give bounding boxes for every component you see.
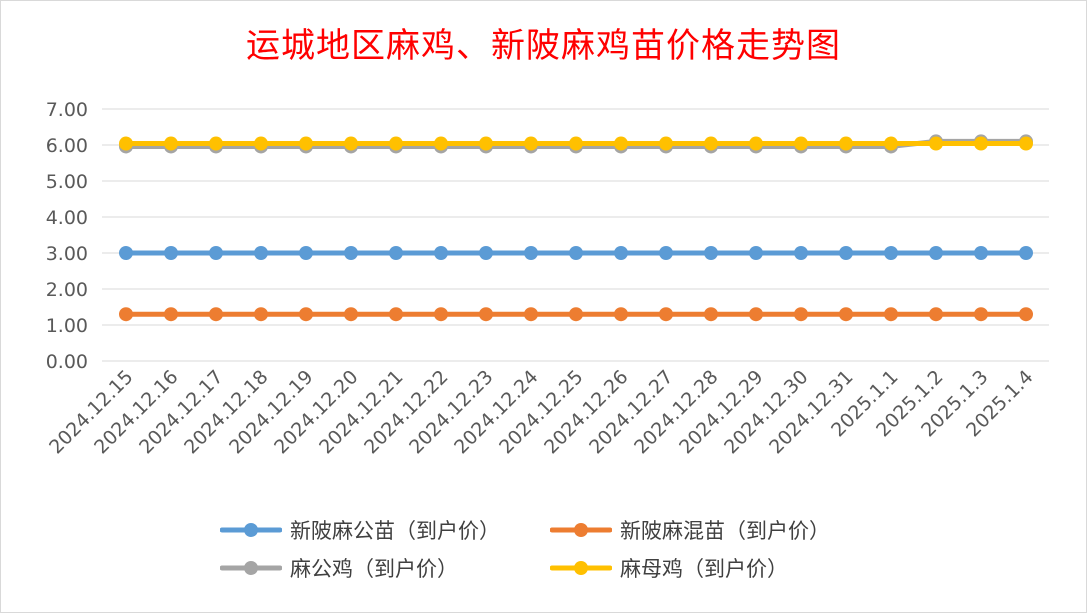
chart-title: 运城地区麻鸡、新陂麻鸡苗价格走势图 <box>246 26 841 66</box>
y-tick-label: 4.00 <box>46 207 88 229</box>
data-point <box>524 246 538 260</box>
data-point <box>164 246 178 260</box>
data-point <box>524 136 538 151</box>
data-point <box>209 246 223 260</box>
data-point <box>659 136 673 151</box>
legend-label: 新陂麻混苗（到户价） <box>620 519 830 543</box>
data-point <box>254 246 268 260</box>
data-point <box>209 307 223 322</box>
legend-item: 麻母鸡（到户价） <box>550 553 788 583</box>
legend-label: 麻母鸡（到户价） <box>620 557 788 581</box>
data-point <box>614 246 628 260</box>
data-point <box>659 246 673 260</box>
legend-item: 新陂麻混苗（到户价） <box>550 515 830 545</box>
data-point <box>254 307 268 322</box>
data-point <box>164 136 178 151</box>
data-point <box>524 307 538 322</box>
data-point <box>794 307 808 322</box>
data-point <box>1019 246 1033 260</box>
data-point <box>389 136 403 151</box>
data-point <box>704 136 718 151</box>
data-point <box>929 246 943 260</box>
data-point <box>974 246 988 260</box>
legend-swatch-marker <box>574 523 588 537</box>
data-point <box>119 307 133 322</box>
data-point <box>974 307 988 322</box>
data-point <box>794 136 808 151</box>
data-point <box>749 307 763 322</box>
legend-label: 新陂麻公苗（到户价） <box>290 519 500 543</box>
legend-swatch <box>550 561 612 575</box>
data-point <box>164 307 178 322</box>
legend-swatch <box>220 561 282 575</box>
data-point <box>119 246 133 260</box>
legend-swatch <box>220 523 282 537</box>
y-tick-label: 2.00 <box>46 279 88 301</box>
data-point <box>704 307 718 322</box>
legend-swatch <box>550 523 612 537</box>
data-point <box>704 246 718 260</box>
legend-swatch-marker <box>244 523 258 537</box>
data-point <box>254 136 268 151</box>
data-point <box>389 246 403 260</box>
legend-swatch-marker <box>574 561 588 575</box>
data-point <box>884 136 898 151</box>
y-tick-label: 3.00 <box>46 243 88 265</box>
data-point <box>344 307 358 322</box>
data-point <box>839 246 853 260</box>
data-point <box>659 307 673 322</box>
data-point <box>569 307 583 322</box>
data-point <box>389 307 403 322</box>
data-point <box>344 136 358 151</box>
legend-swatch-marker <box>244 561 258 575</box>
data-point <box>569 136 583 151</box>
legend-item: 麻公鸡（到户价） <box>220 553 458 583</box>
data-point <box>614 307 628 322</box>
data-point <box>299 246 313 260</box>
data-point <box>929 307 943 322</box>
data-point <box>434 246 448 260</box>
data-point <box>209 136 223 151</box>
data-point <box>299 136 313 151</box>
data-point <box>344 246 358 260</box>
y-tick-label: 0.00 <box>46 351 88 373</box>
y-tick-label: 7.00 <box>46 99 88 121</box>
data-point <box>1019 136 1033 151</box>
data-point <box>794 246 808 260</box>
data-point <box>839 136 853 151</box>
data-point <box>299 307 313 322</box>
data-point <box>434 136 448 151</box>
y-tick-label: 6.00 <box>46 135 88 157</box>
data-point <box>479 307 493 322</box>
data-point <box>839 307 853 322</box>
data-point <box>119 136 133 151</box>
data-point <box>749 136 763 151</box>
data-point <box>1019 307 1033 322</box>
data-point <box>479 136 493 151</box>
data-point <box>569 246 583 260</box>
legend-item: 新陂麻公苗（到户价） <box>220 515 500 545</box>
data-point <box>884 246 898 260</box>
data-point <box>479 246 493 260</box>
data-point <box>974 136 988 151</box>
y-tick-label: 1.00 <box>46 315 88 337</box>
y-tick-label: 5.00 <box>46 171 88 193</box>
data-point <box>614 136 628 151</box>
data-point <box>434 307 448 322</box>
data-point <box>749 246 763 260</box>
data-point <box>884 307 898 322</box>
data-point <box>929 136 943 151</box>
legend-label: 麻公鸡（到户价） <box>290 557 458 581</box>
